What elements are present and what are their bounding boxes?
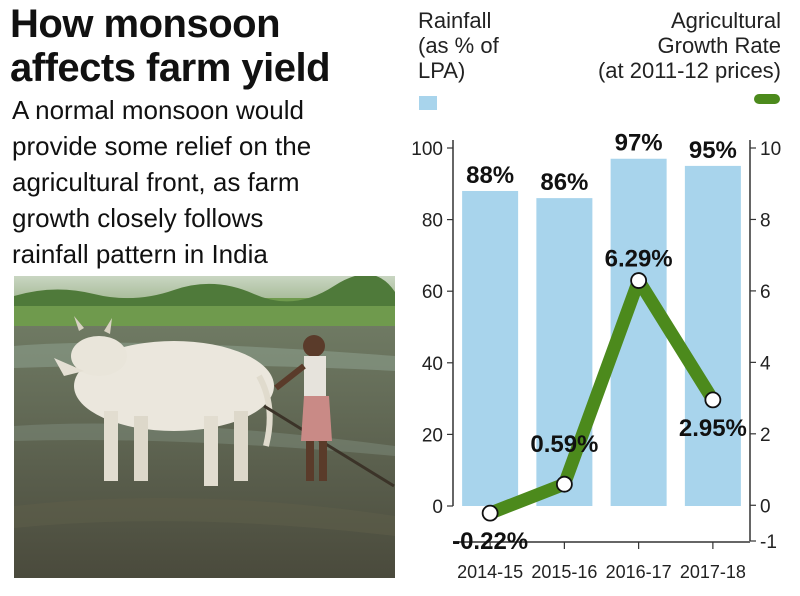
right-axis-tick-label: 10 — [760, 139, 781, 160]
legend-agri-growth-swatch — [754, 94, 780, 104]
left-axis-tick-label: 40 — [422, 354, 443, 375]
rainfall-value-label: 95% — [689, 137, 737, 164]
agri-growth-value-label: 2.95% — [679, 415, 747, 442]
legend-rainfall-swatch — [419, 96, 437, 110]
rainfall-value-label: 88% — [466, 162, 514, 189]
farmer-ploughing-with-ox-photo — [14, 276, 395, 578]
agri-growth-point — [555, 475, 573, 493]
agri-growth-point — [630, 272, 648, 289]
left-axis-tick-label: 100 — [411, 139, 443, 160]
legend-agri-growth-label: Agricultural Growth Rate (at 2011-12 pri… — [597, 8, 781, 83]
left-axis-tick-label: 0 — [432, 497, 443, 518]
right-axis-tick-label: 6 — [760, 282, 771, 303]
agri-growth-value-label: 6.29% — [605, 246, 673, 273]
rainfall-bar — [684, 165, 741, 506]
right-axis-tick-label: 2 — [760, 425, 771, 446]
headline: How monsoon affects farm yield — [10, 2, 331, 90]
x-axis-tick-label: 2014-15 — [457, 562, 523, 582]
agri-growth-value-label: 0.59% — [530, 431, 598, 458]
agri-growth-point — [481, 504, 499, 522]
rainfall-value-label: 97% — [615, 130, 663, 157]
agri-growth-line — [483, 274, 720, 520]
subtitle: A normal monsoon would provide some reli… — [12, 95, 312, 269]
rainfall-value-label: 86% — [540, 169, 588, 196]
rainfall-agri-growth-chart: 0 20 40 60 80 100 -1 0 2 4 6 8 10 2014-15 2015-16 2016-… — [411, 130, 781, 582]
agri-growth-value-label: -0.22% — [452, 528, 528, 555]
x-axis-tick-label: 2016-17 — [606, 562, 672, 582]
rainfall-bar — [462, 190, 519, 506]
agri-growth-point — [704, 391, 722, 409]
right-axis-tick-label: 4 — [760, 353, 771, 374]
right-axis-tick-label: 8 — [760, 210, 771, 231]
right-axis-tick-label: -1 — [760, 532, 777, 553]
right-axis-tick-label: 0 — [760, 496, 771, 517]
rainfall-bar — [536, 198, 593, 506]
left-axis-tick-label: 60 — [422, 282, 443, 303]
legend-rainfall-label: Rainfall (as % of LPA) — [418, 8, 499, 83]
left-axis-tick-label: 20 — [422, 425, 443, 446]
x-axis-tick-label: 2017-18 — [680, 562, 746, 582]
left-axis-tick-label: 80 — [422, 211, 443, 232]
x-axis-tick-label: 2015-16 — [531, 562, 597, 582]
